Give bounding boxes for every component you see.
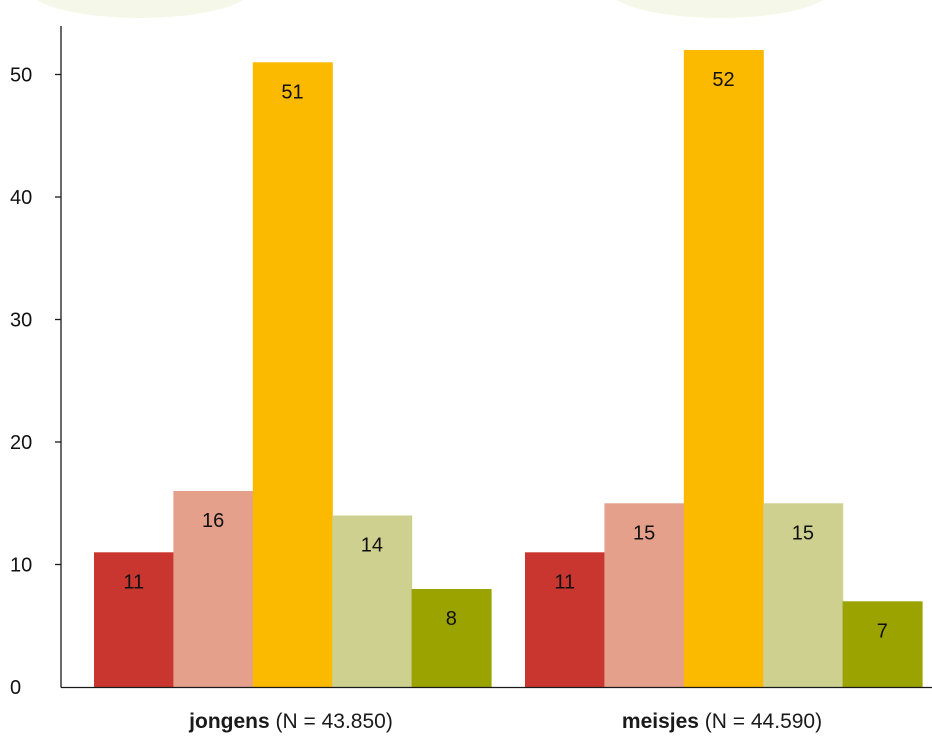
data-label-jongens-1: 16 [202,510,224,532]
y-tick-label-40: 40 [10,187,32,209]
bar-jongens-4 [411,589,492,687]
bar-jongens-3 [332,515,413,687]
data-label-jongens-2: 51 [281,81,303,103]
bars-layer [94,50,923,688]
bar-meisjes-2 [683,50,764,687]
decoration-blob-left [37,0,243,18]
category-count: (N = 43.850) [269,710,393,733]
category-name: jongens [189,710,270,733]
data-label-meisjes-1: 15 [633,522,655,544]
data-label-jongens-0: 11 [123,571,144,593]
category-label-meisjes: meisjes (N = 44.590) [522,709,922,735]
y-axis: 0 10 20 30 40 50 [10,26,932,699]
bar-jongens-1 [173,491,254,687]
data-label-meisjes-3: 15 [792,522,814,544]
y-tick-label-30: 30 [10,310,32,332]
bar-meisjes-4 [842,601,923,688]
y-tick-label-10: 10 [10,555,32,577]
data-label-meisjes-2: 52 [712,69,734,91]
data-label-jongens-4: 8 [446,608,457,630]
bar-meisjes-3 [763,503,844,688]
y-tick-label-20: 20 [10,432,32,454]
category-label-jongens: jongens (N = 43.850) [91,709,491,735]
decoration-blob-right [617,0,823,18]
category-count: (N = 44.590) [698,710,823,733]
data-label-meisjes-0: 11 [554,571,575,593]
y-tick-label-50: 50 [10,65,32,87]
bar-jongens-2 [252,62,333,688]
data-label-jongens-3: 14 [361,535,383,557]
data-label-meisjes-4: 7 [877,620,888,642]
data-labels-layer: 11 16 51 14 8 11 15 52 15 7 [123,69,888,642]
bar-meisjes-0 [525,552,605,688]
bar-meisjes-1 [604,503,685,688]
background-decoration [37,0,823,18]
bar-jongens-0 [94,552,174,688]
y-tick-label-0: 0 [10,677,21,699]
category-name: meisjes [621,710,699,733]
